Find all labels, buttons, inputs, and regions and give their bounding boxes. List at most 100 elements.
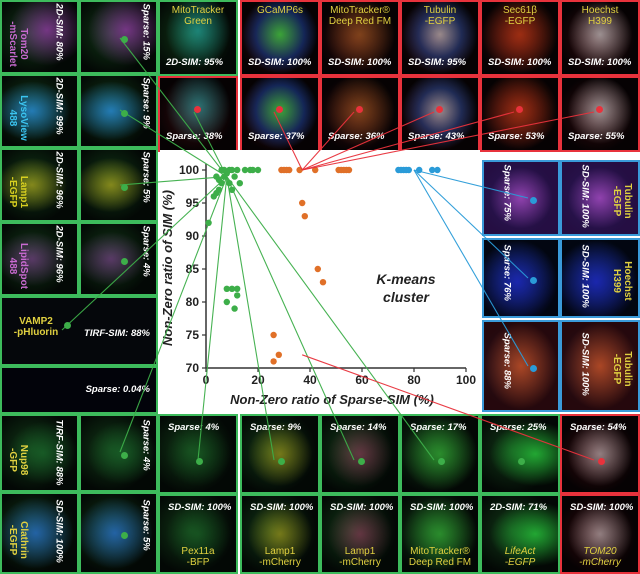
tile-right-0-sparse: Sparse: 75%: [482, 160, 560, 236]
tile-left-2-sim: Lamp1 -EGFP 2D-SIM: 96%: [0, 148, 79, 222]
tile-label: MitoTracker Green: [171, 5, 225, 27]
tile-marker: [121, 532, 128, 539]
tile-marker: [596, 106, 603, 113]
tile-left-6-sparse: Sparse: 5%: [79, 492, 158, 574]
tile-label: Nup98 -GFP: [7, 444, 29, 476]
tile-bottom-3-sparse: Sparse: 17%: [400, 414, 480, 494]
tile-sim-value: 2D-SIM: 96%: [53, 225, 65, 283]
tile-sim-value: SD-SIM: 95%: [408, 57, 467, 68]
x-tick-label: 60: [355, 373, 369, 387]
data-point-series-2: [434, 166, 441, 174]
y-tick-label: 80: [186, 295, 200, 309]
tile-left-3-sparse: Sparse: 4%: [79, 222, 158, 296]
tile-top-1-sparse: Sparse: 37%: [240, 76, 320, 152]
data-point-series-1: [299, 199, 306, 207]
kmeans-annotation: K-means: [376, 271, 435, 287]
tile-sim-value: SD-SIM: 100%: [570, 502, 634, 513]
x-tick-label: 80: [407, 373, 421, 387]
tile-sparse-value: Sparse: 88%: [501, 332, 513, 390]
tile-bottom-0-sim: SD-SIM: 100% Pex11a -BFP: [158, 494, 238, 574]
data-point-series-1: [314, 265, 321, 273]
tile-right-1-sim: SD-SIM: 100% Hoechst H399: [560, 238, 640, 318]
tile-sparse-value: Sparse: 5%: [140, 151, 152, 203]
y-tick-label: 70: [186, 361, 200, 375]
tile-bottom-2-sim: SD-SIM: 100% Lamp1 -mCherry: [320, 494, 400, 574]
data-point-series-0: [254, 166, 262, 174]
tile-sim-value: SD-SIM: 100%: [579, 164, 591, 228]
tile-sim-value: SD-SIM: 100%: [568, 57, 632, 68]
tile-label: Pex11a -BFP: [181, 546, 215, 568]
data-point-series-2: [405, 166, 412, 174]
tile-bottom-5-sim: SD-SIM: 100% TOM20 -mCherry: [560, 494, 640, 574]
tile-sparse-value: Sparse: 38%: [166, 131, 223, 142]
x-tick-label: 40: [303, 373, 317, 387]
data-point-series-1: [275, 351, 282, 358]
tile-bottom-4-sim: 2D-SIM: 71% LifeAct -EGFP: [480, 494, 560, 574]
data-point-series-0: [215, 186, 223, 193]
tile-label: Tubulin -EGFP: [423, 5, 457, 27]
tile-label: Sec61β -EGFP: [502, 5, 538, 27]
tile-label: MitoTracker® Deep Red FM: [328, 5, 392, 27]
tile-marker: [356, 106, 363, 113]
tile-marker: [121, 110, 128, 117]
data-point-series-0: [234, 166, 241, 174]
tile-label: Lamp1 -mCherry: [339, 546, 381, 568]
tile-label: TOM20 -mCherry: [579, 546, 621, 568]
tile-left-0-sparse: Sparse: 15%: [79, 0, 158, 74]
tile-sparse-value: Sparse: 55%: [568, 131, 625, 142]
tile-left-1-sim: LysoView 488 2D-SIM: 99%: [0, 74, 79, 148]
data-point-series-1: [312, 166, 319, 174]
tile-top-0-sparse: Sparse: 38%: [158, 76, 238, 152]
tile-top-1-sim: GCaMP6s SD-SIM: 100%: [240, 0, 320, 76]
y-tick-label: 90: [186, 229, 200, 243]
tile-label: LifeAct -EGFP: [504, 546, 536, 568]
tile-left-1-sparse: Sparse: 9%: [79, 74, 158, 148]
data-point-series-0: [234, 285, 241, 292]
tile-top-5-sim: Hoechst H399 SD-SIM: 100%: [560, 0, 640, 76]
tile-label: LipidSpot 488: [7, 242, 29, 290]
tile-sim-value: TIRF-SIM: 88%: [53, 419, 65, 486]
tile-right-2-sim: SD-SIM: 100% Tubulin -EGFP: [560, 320, 640, 412]
tile-top-4-sim: Sec61β -EGFP SD-SIM: 100%: [480, 0, 560, 76]
tile-bottom-0-sparse: Sparse: 4%: [158, 414, 238, 494]
tile-top-5-sparse: Sparse: 55%: [560, 76, 640, 152]
data-point-series-1: [270, 331, 277, 339]
tile-label: Hoechst H399: [611, 261, 633, 301]
tile-label: VAMP2 -pHluorin: [13, 316, 59, 338]
tile-label: Tubulin -EGFP: [611, 351, 633, 387]
x-tick-label: 100: [456, 373, 476, 387]
tile-sim-value: SD-SIM: 100%: [53, 499, 65, 563]
data-point-series-0: [236, 180, 243, 187]
tile-label: MitoTracker® Deep Red FM: [408, 546, 472, 568]
data-point-series-0: [228, 186, 236, 193]
tile-left-6-sim: Clathrin -EGFP SD-SIM: 100%: [0, 492, 79, 574]
data-point-series-0: [205, 219, 212, 226]
tile-marker: [121, 184, 128, 191]
data-point-series-0: [223, 298, 230, 306]
tile-sparse-value: Sparse: 53%: [488, 131, 545, 142]
tile-sim-value: SD-SIM: 100%: [410, 502, 474, 513]
data-point-series-0: [231, 305, 238, 312]
data-point-series-1: [345, 166, 353, 174]
tile-top-2-sparse: Sparse: 36%: [320, 76, 400, 152]
tile-label: GCaMP6s: [256, 5, 304, 16]
tile-top-3-sim: Tubulin -EGFP SD-SIM: 95%: [400, 0, 480, 76]
tile-sparse-value: Sparse: 4%: [168, 422, 220, 433]
tile-left-vamp2-sim: VAMP2 -pHluorin TIRF-SIM: 88%: [0, 296, 158, 366]
data-point-series-1: [319, 279, 327, 286]
y-tick-label: 85: [186, 262, 200, 276]
data-point-series-0: [228, 166, 236, 174]
tile-right-2-sparse: Sparse: 88%: [482, 320, 560, 412]
tile-marker: [530, 365, 537, 372]
tile-bottom-3-sim: SD-SIM: 100% MitoTracker® Deep Red FM: [400, 494, 480, 574]
tile-sim-value: SD-SIM: 100%: [328, 57, 392, 68]
tile-label: LysoView 488: [7, 95, 29, 141]
tile-sparse-value: Sparse: 37%: [248, 131, 305, 142]
tile-label: Tom20 -mScarlet: [7, 21, 29, 67]
data-point-series-0: [249, 166, 256, 174]
y-tick-label: 95: [186, 196, 200, 210]
tile-marker: [121, 258, 128, 265]
x-tick-label: 0: [203, 373, 210, 387]
tile-marker: [438, 458, 445, 465]
tile-sim-value: SD-SIM: 100%: [168, 502, 232, 513]
